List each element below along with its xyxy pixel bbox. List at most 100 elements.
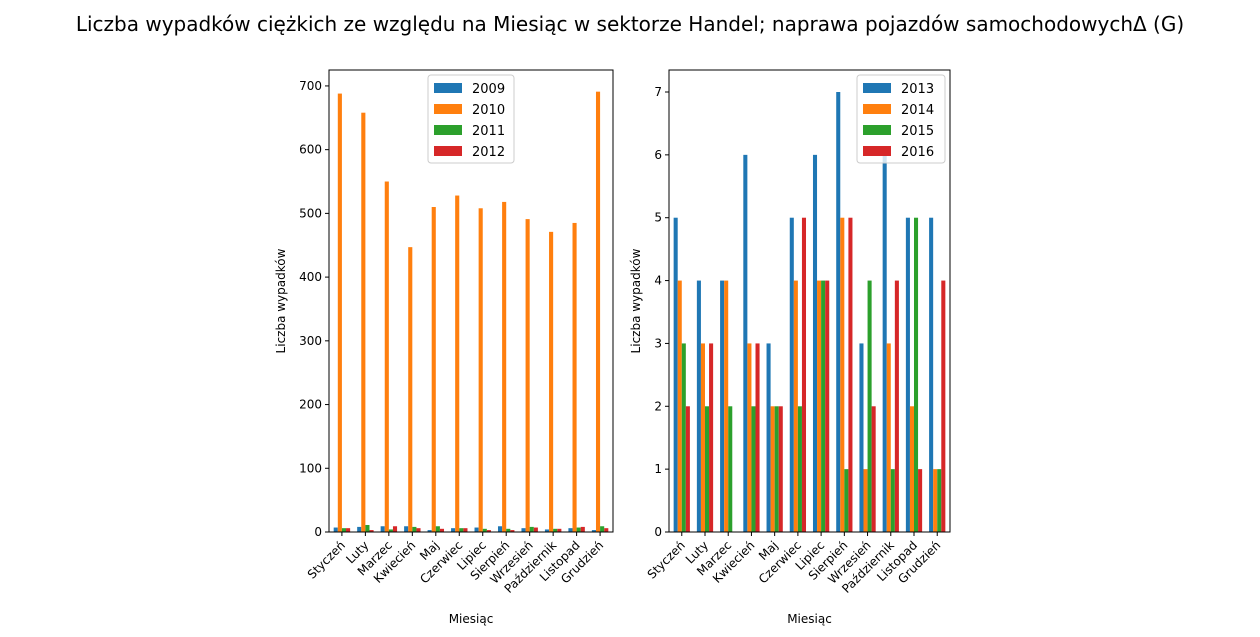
legend-label-2009: 2009	[472, 82, 505, 97]
bar-2011-Styczeń	[341, 528, 347, 532]
bar-2010-Luty	[361, 112, 366, 532]
bar-2015-Luty	[705, 406, 710, 532]
bar-2009-Listopad	[568, 528, 573, 532]
legend-swatch-2015	[863, 125, 891, 135]
bar-2015-Styczeń	[681, 343, 686, 532]
bar-2015-Sierpień	[844, 469, 849, 532]
y-axis-label: Liczba wypadków	[274, 248, 288, 353]
bar-2011-Kwiecień	[412, 526, 417, 532]
bar-2016-Czerwiec	[801, 217, 807, 532]
bar-2014-Luty	[700, 343, 705, 532]
bar-2013-Maj	[766, 343, 771, 532]
legend-label-2011: 2011	[472, 124, 505, 139]
bar-2010-Sierpień	[502, 201, 507, 532]
bar-2010-Październik	[549, 231, 554, 533]
y-tick-label: 300	[299, 334, 322, 348]
bar-2009-Październik	[544, 529, 550, 532]
y-tick-label: 6	[654, 148, 662, 162]
bar-2010-Grudzień	[595, 91, 601, 533]
bar-2013-Czerwiec	[789, 217, 794, 532]
y-tick-label: 5	[654, 211, 662, 225]
legend-swatch-2011	[434, 125, 462, 135]
bar-2016-Styczeń	[685, 406, 690, 532]
bar-2012-Październik	[557, 528, 562, 532]
legend-label-2010: 2010	[472, 103, 505, 118]
axes-frame	[668, 69, 951, 533]
legend-swatch-2012	[434, 146, 462, 156]
legend-swatch-2014	[863, 104, 891, 114]
bar-2016-Maj	[778, 406, 783, 532]
bar-2009-Grudzień	[591, 530, 596, 532]
bar-2014-Maj	[770, 406, 775, 532]
bar-2013-Sierpień	[836, 92, 841, 532]
y-tick-label: 100	[299, 461, 322, 475]
bar-2013-Grudzień	[929, 217, 934, 532]
bar-2011-Sierpień	[506, 528, 511, 532]
bar-2010-Styczeń	[337, 93, 342, 532]
bar-2014-Kwiecień	[747, 343, 752, 532]
legend-label-2016: 2016	[901, 145, 934, 160]
bar-2013-Luty	[696, 280, 701, 532]
bar-2011-Maj	[435, 526, 440, 532]
bar-2013-Lipiec	[812, 154, 818, 533]
bar-2013-Wrzesień	[859, 343, 864, 532]
bar-2015-Marzec	[728, 406, 733, 532]
bar-2015-Lipiec	[821, 280, 826, 532]
legend-swatch-2010	[434, 104, 462, 114]
legend-label-2012: 2012	[472, 145, 505, 160]
bar-2016-Listopad	[918, 469, 923, 532]
bar-2013-Kwiecień	[743, 154, 748, 533]
bar-2015-Listopad	[914, 217, 919, 532]
bar-2010-Lipiec	[478, 208, 483, 532]
y-tick-label: 7	[654, 85, 662, 99]
bar-2016-Kwiecień	[755, 343, 760, 532]
bar-2009-Marzec	[380, 526, 385, 532]
bar-2010-Maj	[431, 207, 436, 532]
bar-2013-Październik	[882, 154, 887, 533]
chart-title: Liczba wypadków ciężkich ze względu na M…	[76, 12, 1184, 36]
bar-2014-Lipiec	[817, 280, 822, 532]
bar-2011-Listopad	[576, 527, 581, 532]
bar-2014-Październik	[886, 343, 891, 532]
y-tick-label: 400	[299, 270, 322, 284]
legend-box	[856, 74, 946, 164]
y-tick-label: 2	[654, 399, 662, 413]
bar-2013-Styczeń	[673, 217, 678, 532]
y-tick-label: 3	[654, 336, 662, 350]
bar-2009-Czerwiec	[451, 528, 456, 532]
bar-2009-Luty	[357, 526, 362, 532]
bar-2011-Luty	[365, 524, 370, 532]
bar-2010-Listopad	[572, 222, 577, 532]
y-tick-label: 1	[654, 462, 662, 476]
bar-2011-Czerwiec	[459, 528, 464, 532]
bar-2015-Wrzesień	[867, 280, 872, 532]
bar-2012-Grudzień	[604, 528, 609, 532]
bar-2016-Październik	[894, 280, 899, 532]
bar-2011-Wrzesień	[529, 526, 534, 532]
bar-2012-Listopad	[580, 526, 585, 532]
bar-2014-Sierpień	[840, 217, 845, 532]
bar-2012-Maj	[439, 528, 445, 532]
bar-2010-Marzec	[384, 181, 389, 532]
legend-swatch-2009	[434, 83, 462, 93]
y-tick-label: 4	[654, 274, 662, 288]
legend-label-2013: 2013	[901, 82, 934, 97]
bar-2016-Luty	[709, 343, 714, 532]
legend-label-2015: 2015	[901, 124, 934, 139]
bar-2012-Kwiecień	[416, 528, 421, 532]
bar-2009-Styczeń	[333, 527, 338, 532]
axes-frame	[328, 69, 614, 533]
legend-swatch-2016	[863, 146, 891, 156]
bar-2016-Sierpień	[848, 217, 853, 532]
bar-2013-Marzec	[720, 280, 725, 532]
y-tick-label: 0	[314, 525, 322, 539]
legend-label-2014: 2014	[901, 103, 934, 118]
bars-group	[673, 92, 946, 533]
bar-2011-Marzec	[388, 529, 393, 532]
x-axis-label: Miesiąc	[449, 612, 494, 626]
bar-2016-Wrzesień	[871, 406, 876, 532]
bar-2009-Lipiec	[474, 527, 479, 532]
y-tick-label: 0	[654, 525, 662, 539]
bar-2012-Wrzesień	[533, 527, 538, 532]
